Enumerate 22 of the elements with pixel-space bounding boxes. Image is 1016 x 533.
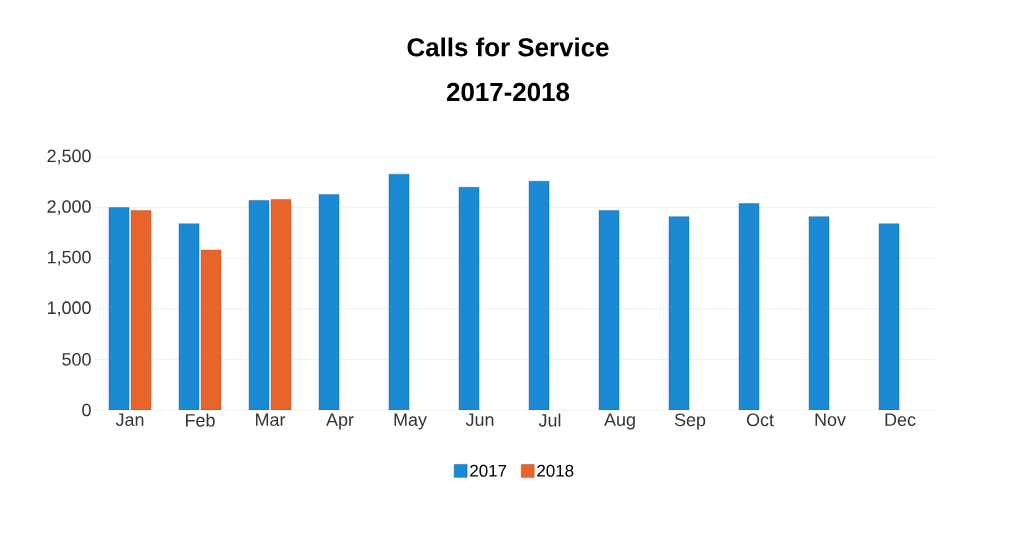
legend-label: 2017 [470,464,507,477]
x-tick-label: Dec [885,413,916,427]
x-tick-label: Oct [746,413,774,427]
x-tick-label: Feb [186,413,215,427]
y-tick-label: 2,000 [47,200,91,215]
x-tick-label: Aug [604,413,635,430]
chart-subtitle: 2017-2018 [446,82,570,102]
x-tick-label: Apr [326,413,354,430]
x-tick-label: Jan [115,413,144,427]
legend-label: 2018 [537,464,574,477]
y-tick-label: 1,500 [47,250,91,266]
y-tick-label: 500 [62,353,91,366]
y-tick-label: 2,500 [47,149,91,165]
x-tick-label: Mar [256,413,286,427]
x-tick-label: Jul [538,413,561,427]
y-tick-label: 1,000 [47,301,91,317]
x-tick-label: Jun [465,413,494,427]
x-tick-label: Sep [674,413,706,430]
y-tick-label: 0 [82,403,91,417]
chart-title: Calls for Service [407,37,609,57]
x-tick-label: Nov [815,413,846,427]
x-tick-label: May [394,413,427,430]
